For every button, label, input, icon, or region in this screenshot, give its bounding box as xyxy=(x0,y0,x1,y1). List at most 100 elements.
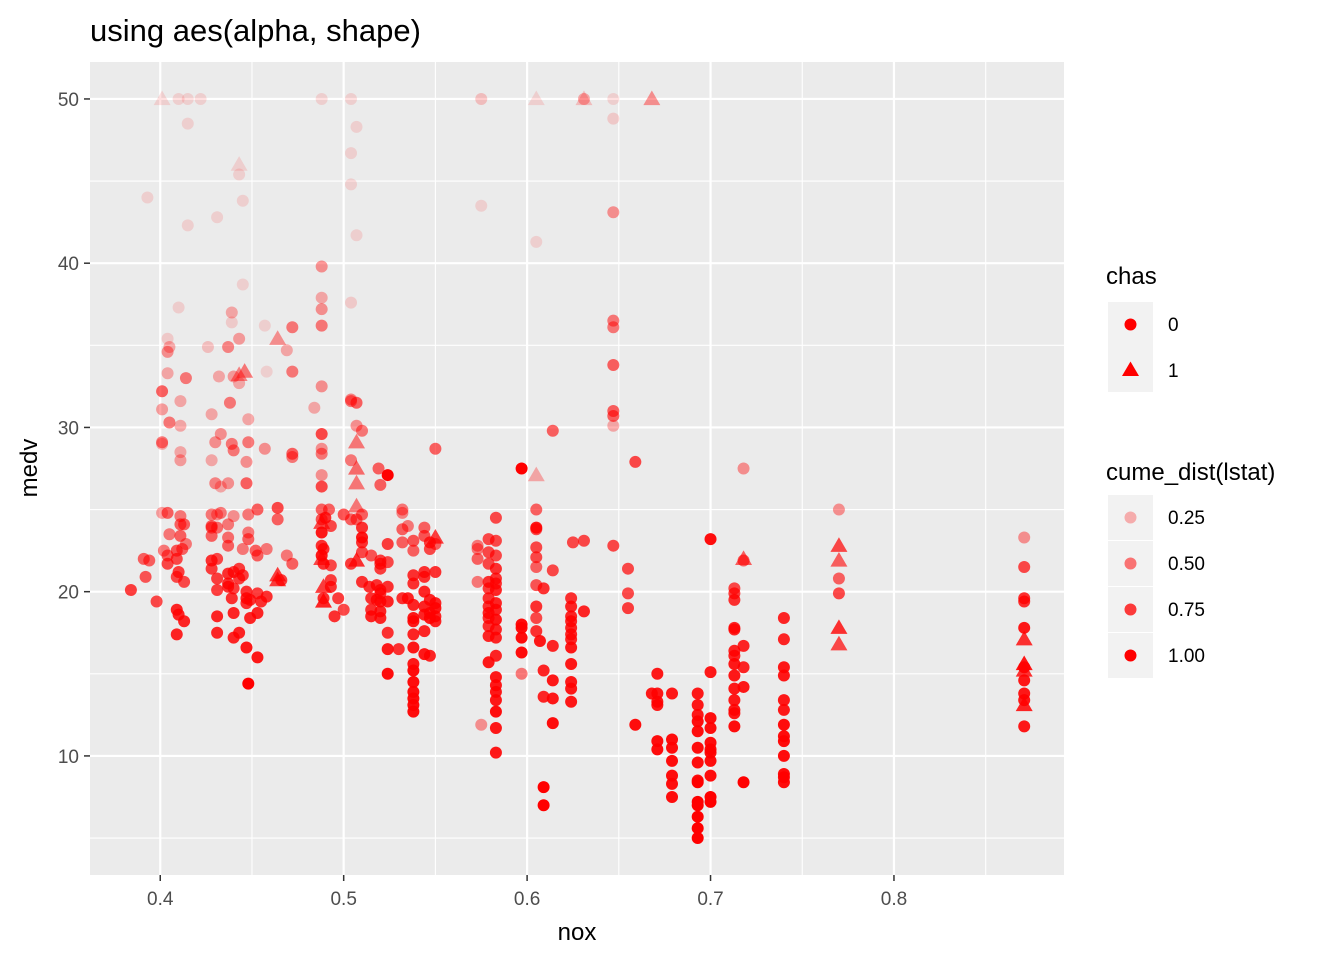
data-point-circle xyxy=(178,615,191,628)
data-point-circle xyxy=(178,518,191,531)
data-point-circle xyxy=(156,403,169,416)
data-point-circle xyxy=(209,477,222,490)
data-point-circle xyxy=(489,694,502,707)
data-point-circle xyxy=(337,508,350,521)
data-point-circle xyxy=(546,674,559,687)
data-point-circle xyxy=(381,538,394,551)
y-tick-label: 40 xyxy=(58,254,79,275)
data-point-circle xyxy=(315,303,328,316)
data-point-circle xyxy=(396,536,409,549)
data-point-circle xyxy=(704,666,717,679)
data-point-circle xyxy=(1018,595,1031,608)
data-point-circle xyxy=(471,575,484,588)
data-point-circle xyxy=(407,544,420,557)
data-point-circle xyxy=(566,536,579,549)
data-point-circle xyxy=(356,508,369,521)
data-point-circle xyxy=(381,626,394,639)
data-point-circle xyxy=(240,477,253,490)
data-point-circle xyxy=(222,477,235,490)
data-point-circle xyxy=(163,340,176,353)
data-point-circle xyxy=(396,503,409,516)
data-point-circle xyxy=(407,577,420,590)
data-point-circle xyxy=(777,694,790,707)
data-point-circle xyxy=(242,436,255,449)
data-point-circle xyxy=(345,147,358,160)
data-point-circle xyxy=(530,551,543,564)
legend-key-alpha-circle xyxy=(1124,603,1137,616)
data-point-circle xyxy=(174,395,187,408)
data-point-circle xyxy=(381,580,394,593)
data-point-circle xyxy=(489,671,502,684)
data-point-triangle xyxy=(830,619,848,634)
data-point-circle xyxy=(174,419,187,432)
data-point-triangle xyxy=(348,460,366,475)
data-point-triangle xyxy=(527,90,545,106)
x-tick-label: 0.8 xyxy=(881,889,907,910)
data-point-circle xyxy=(577,605,590,618)
data-point-circle xyxy=(161,367,174,380)
data-point-circle xyxy=(530,541,543,554)
data-point-circle xyxy=(345,178,358,191)
data-point-circle xyxy=(489,603,502,616)
data-point-circle xyxy=(832,503,845,516)
data-point-circle xyxy=(489,685,502,698)
data-point-circle xyxy=(475,92,488,105)
data-point-circle xyxy=(737,639,750,652)
data-point-circle xyxy=(345,92,358,105)
data-point-circle xyxy=(607,92,620,105)
data-point-triangle xyxy=(230,156,248,171)
data-point-triangle xyxy=(527,466,545,482)
legend-chas-title: chas xyxy=(1106,263,1157,290)
data-point-circle xyxy=(489,562,502,575)
data-point-circle xyxy=(181,219,194,232)
data-point-circle xyxy=(621,602,634,615)
data-point-circle xyxy=(418,625,431,638)
data-point-circle xyxy=(629,455,642,468)
data-point-circle xyxy=(315,380,328,393)
data-point-circle xyxy=(546,692,559,705)
data-point-circle xyxy=(315,291,328,304)
data-point-circle xyxy=(489,746,502,759)
data-point-circle xyxy=(832,572,845,585)
data-point-circle xyxy=(530,521,543,534)
data-point-circle xyxy=(233,626,246,639)
data-point-circle xyxy=(172,565,185,578)
y-axis-title: medv xyxy=(16,439,43,498)
data-point-circle xyxy=(489,705,502,718)
data-point-circle xyxy=(737,776,750,789)
data-point-circle xyxy=(1018,531,1031,544)
data-point-circle xyxy=(777,669,790,682)
data-point-circle xyxy=(489,613,502,626)
data-point-circle xyxy=(691,822,704,835)
legend-key-circle xyxy=(1124,318,1137,331)
data-point-circle xyxy=(214,480,227,493)
data-point-circle xyxy=(271,513,284,526)
data-point-circle xyxy=(240,592,253,605)
data-point-circle xyxy=(161,557,174,570)
data-point-circle xyxy=(332,592,345,605)
data-point-circle xyxy=(174,454,187,467)
data-point-circle xyxy=(381,667,394,680)
data-point-triangle xyxy=(348,433,366,449)
data-point-circle xyxy=(356,424,369,437)
data-point-triangle xyxy=(269,330,287,345)
data-point-circle xyxy=(691,715,704,728)
data-point-circle xyxy=(374,611,387,624)
data-point-circle xyxy=(222,539,235,552)
data-point-circle xyxy=(258,319,271,332)
legend-cume-dist-label: 0.75 xyxy=(1168,600,1205,621)
data-point-circle xyxy=(172,301,185,314)
data-point-circle xyxy=(607,206,620,219)
data-point-circle xyxy=(666,687,679,700)
data-point-circle xyxy=(161,332,174,345)
data-point-circle xyxy=(242,677,255,690)
data-point-circle xyxy=(691,687,704,700)
data-point-circle xyxy=(666,733,679,746)
data-point-circle xyxy=(666,777,679,790)
data-point-circle xyxy=(286,447,299,460)
legend-chas-label: 0 xyxy=(1168,315,1179,336)
data-point-circle xyxy=(515,646,528,659)
data-point-circle xyxy=(607,539,620,552)
data-point-circle xyxy=(396,523,409,536)
data-point-circle xyxy=(546,564,559,577)
